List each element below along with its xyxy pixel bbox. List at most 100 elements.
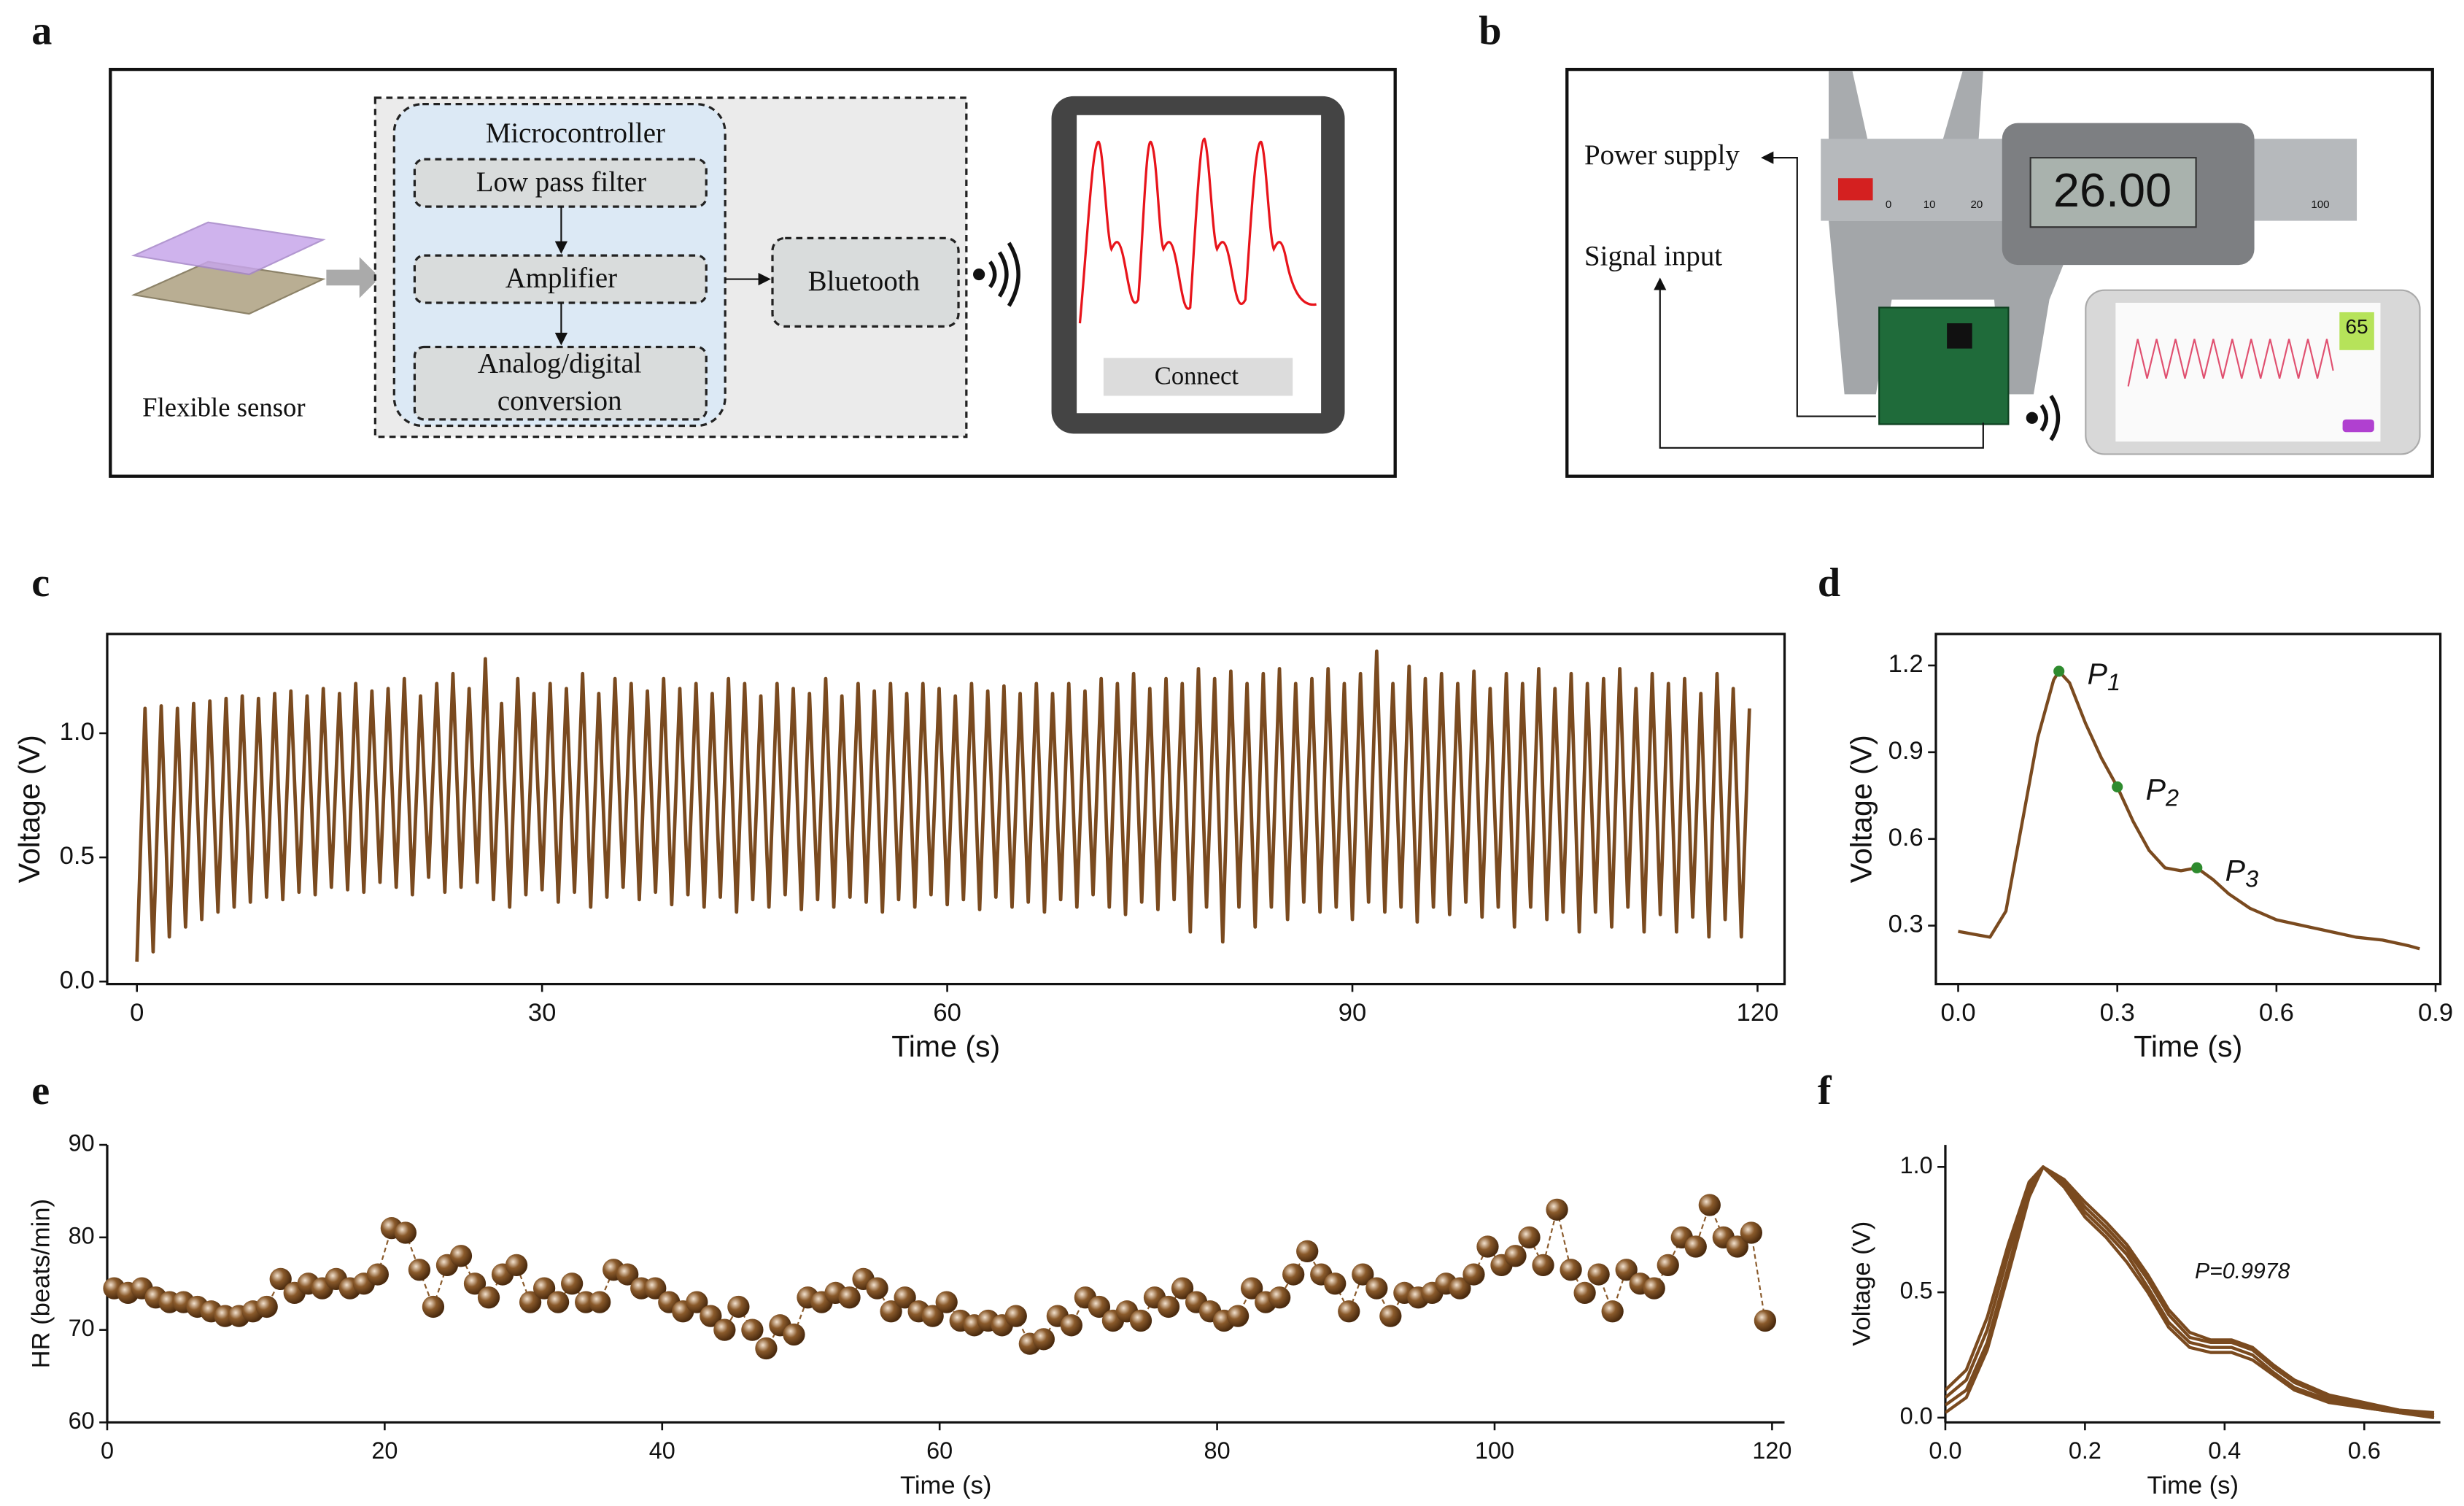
display-reading: 26.00 — [2053, 163, 2172, 217]
point — [880, 1300, 902, 1323]
sensor-layer — [131, 221, 326, 276]
point — [727, 1295, 750, 1318]
block-label: conversion — [497, 385, 622, 417]
point — [1032, 1328, 1055, 1351]
point — [1296, 1240, 1319, 1263]
panel-label: e — [31, 1068, 50, 1113]
annotation-point — [2112, 781, 2123, 792]
x-tick-label: 20 — [371, 1437, 398, 1464]
caliper-jaw — [1829, 71, 1869, 142]
chip — [1947, 323, 1972, 349]
x-tick-label: 60 — [933, 999, 961, 1027]
arrow — [1654, 277, 1984, 449]
y-axis-label: HR (beats/min) — [27, 1199, 55, 1368]
x-tick-label: 0.6 — [2348, 1437, 2381, 1464]
chart: 0.0 0.3 0.6 0.9 0.3 0.6 0.9 1.2 Time (s) Voltage … — [1844, 633, 2453, 1063]
diagram-a: Flexible sensor Microcontroller Low pass… — [109, 67, 1397, 478]
y-tick-label: 0.0 — [60, 966, 95, 994]
y-tick-label: 1.0 — [1900, 1152, 1933, 1178]
x-tick-label: 0.3 — [2100, 999, 2135, 1027]
point — [616, 1263, 639, 1286]
data-line — [1945, 1165, 2435, 1417]
panel-label: a — [31, 8, 52, 53]
wireless-icon — [973, 242, 1020, 307]
point — [1615, 1259, 1638, 1281]
hr-reading: 65 — [2345, 315, 2368, 338]
annotation-sub: 1 — [2107, 669, 2120, 695]
connect-button — [1103, 358, 1293, 396]
point — [1657, 1254, 1679, 1277]
point — [700, 1305, 722, 1327]
annotation-label: P2 — [2146, 773, 2179, 811]
x-tick-label: 30 — [528, 999, 556, 1027]
caliper-display — [2029, 157, 2197, 228]
data-line — [135, 649, 1751, 962]
x-tick-label: 0.0 — [1929, 1437, 1961, 1464]
arrow — [326, 257, 380, 298]
x-tick-label: 0.0 — [1941, 999, 1976, 1027]
annotation-sub: 3 — [2245, 865, 2258, 892]
point — [1060, 1314, 1082, 1337]
y-tick-label: 60 — [69, 1407, 95, 1434]
point — [394, 1221, 417, 1244]
y-tick-label: 0.5 — [1900, 1278, 1933, 1304]
point — [1740, 1221, 1762, 1244]
point — [1352, 1263, 1374, 1286]
point — [1338, 1300, 1360, 1323]
scale-label: 10 — [1923, 198, 1936, 211]
point — [1518, 1226, 1541, 1248]
y-axis-label: Voltage (V) — [12, 735, 46, 883]
signal-label: Signal input — [1584, 240, 1722, 271]
y-axis-label: Voltage (V) — [1848, 1221, 1876, 1346]
point — [713, 1318, 736, 1341]
x-axis-label: Time (s) — [2134, 1030, 2242, 1063]
x-tick-label: 60 — [926, 1437, 953, 1464]
chart: 0 30 60 90 120 0.0 0.5 1.0 Time (s) Voltage (V) — [12, 633, 1786, 1063]
block-label: Amplifier — [505, 263, 617, 294]
panel-label: c — [31, 560, 50, 606]
chart: 0 20 40 60 80 100 120 60 70 80 90 Time (s) HR (beats… — [27, 1130, 1791, 1500]
data-line — [1958, 669, 2420, 951]
point — [532, 1277, 556, 1300]
hr-box — [2339, 312, 2374, 350]
scale-label: 0 — [1886, 198, 1891, 211]
x-tick-label: 120 — [1737, 999, 1779, 1027]
plot-frame — [106, 633, 1786, 986]
annotation-text: P — [2088, 657, 2108, 690]
point — [1462, 1263, 1485, 1286]
button-label: Connect — [1155, 363, 1239, 390]
point — [366, 1263, 389, 1286]
block-label: Analog/digital — [478, 347, 642, 379]
block — [771, 236, 960, 328]
point — [255, 1295, 278, 1318]
point — [644, 1277, 667, 1300]
point — [1698, 1194, 1721, 1216]
annotation-point — [2191, 862, 2203, 873]
x-tick-label: 0 — [101, 1437, 114, 1464]
y-tick-label: 80 — [69, 1222, 95, 1248]
point — [1226, 1305, 1250, 1327]
annotation-label: P3 — [2225, 854, 2258, 892]
chart: 0.0 0.2 0.4 0.6 0.0 0.5 1.0 Time (s) Voltage (V)… — [1848, 1145, 2441, 1499]
phone-screen — [2115, 302, 2381, 442]
x-tick-label: 120 — [1752, 1437, 1791, 1464]
y-tick-label: 1.2 — [1888, 650, 1923, 678]
x-tick-label: 80 — [1204, 1437, 1231, 1464]
point — [1532, 1254, 1554, 1277]
panel-label: f — [1818, 1068, 1832, 1113]
x-axis-label: Time (s) — [900, 1472, 991, 1499]
point — [1546, 1198, 1568, 1221]
point — [1504, 1245, 1527, 1267]
point — [1560, 1259, 1582, 1281]
panel-label: d — [1818, 560, 1840, 606]
x-tick-label: 100 — [1475, 1437, 1514, 1464]
point — [546, 1291, 570, 1313]
point — [1088, 1295, 1111, 1318]
phone-wave — [2127, 339, 2334, 387]
point — [755, 1337, 778, 1360]
point — [783, 1323, 805, 1346]
point — [1171, 1277, 1194, 1300]
logo — [1837, 178, 1873, 201]
point — [741, 1318, 764, 1341]
